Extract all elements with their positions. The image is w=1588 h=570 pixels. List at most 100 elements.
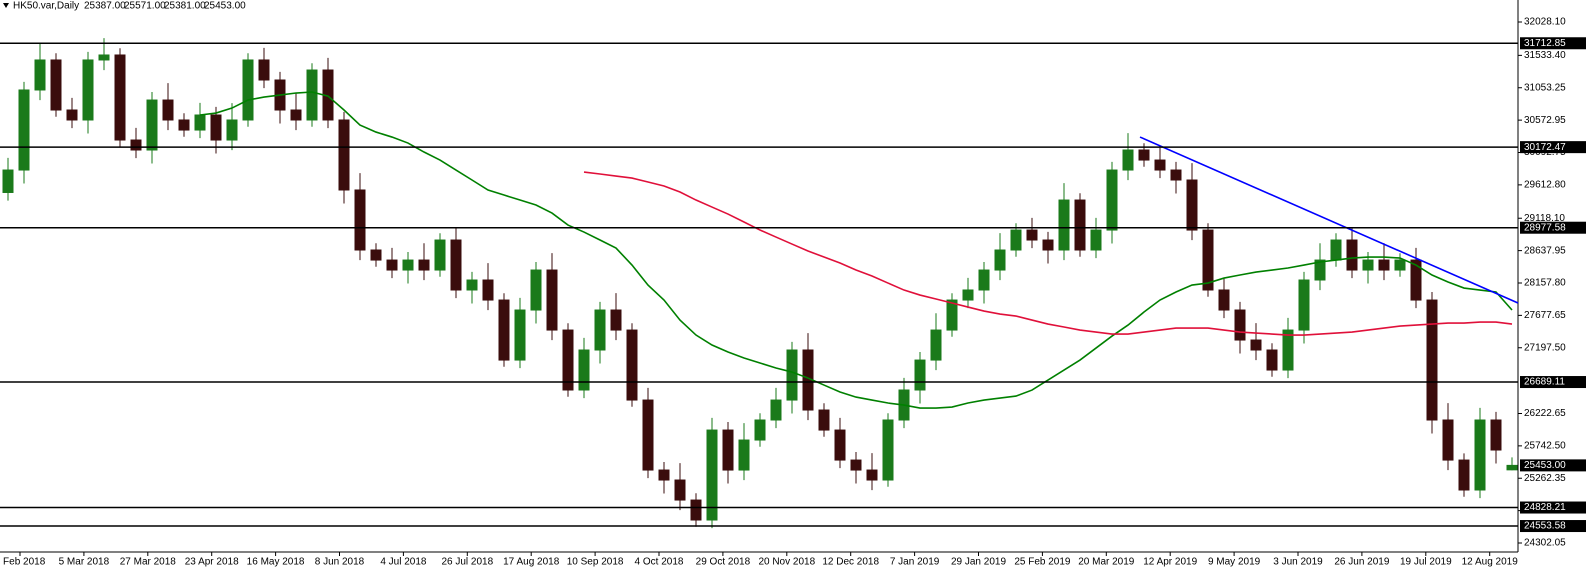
moving-average — [583, 171, 1513, 336]
candle-body — [706, 429, 718, 521]
candle-body — [210, 114, 222, 141]
candle-body — [722, 429, 734, 471]
candle-body — [914, 359, 926, 391]
candle-body — [1298, 279, 1310, 331]
candle-body — [146, 99, 158, 151]
candle-body — [370, 249, 382, 261]
candle-body — [690, 499, 702, 521]
candle-body — [1202, 229, 1214, 291]
candle-body — [18, 89, 30, 171]
level-label-box — [1520, 37, 1586, 50]
candle-body — [450, 239, 462, 291]
candle-body — [1074, 199, 1086, 251]
candle-body — [1378, 259, 1390, 271]
y-tick-label: 26222.65 — [1524, 408, 1566, 419]
moving-average — [199, 91, 1513, 409]
candle-body — [1458, 459, 1470, 491]
y-tick-label: 32028.10 — [1524, 17, 1566, 28]
candle-body — [1234, 309, 1246, 341]
x-tick-label: 4 Oct 2018 — [635, 557, 684, 568]
y-tick-label: 28157.80 — [1524, 278, 1566, 289]
candle-body — [130, 139, 142, 151]
candle-body — [978, 269, 990, 291]
candle-body — [1282, 329, 1294, 371]
x-tick-label: 26 Jun 2019 — [1334, 557, 1389, 568]
candle-body — [1090, 229, 1102, 251]
candle-body — [786, 349, 798, 401]
ohlc-high: 25571.00 — [124, 1, 166, 12]
y-tick-label: 24302.05 — [1524, 538, 1566, 549]
candle-body — [658, 469, 670, 481]
y-tick-label: 30572.95 — [1524, 115, 1566, 126]
candle-body — [466, 279, 478, 291]
candle-body — [1346, 239, 1358, 271]
candle-body — [50, 59, 62, 111]
current-price-label: 25453.00 — [1524, 460, 1566, 471]
candle-body — [66, 109, 78, 121]
x-tick-label: 20 Mar 2019 — [1078, 557, 1135, 568]
y-tick-label: 29612.80 — [1524, 180, 1566, 191]
candle-body — [882, 419, 894, 481]
chart-title: HK50.var,Daily — [13, 1, 79, 12]
candle-body — [1266, 349, 1278, 371]
candle-body — [1490, 419, 1502, 451]
y-tick-label: 27197.50 — [1524, 342, 1566, 353]
level-label: 30172.47 — [1524, 142, 1566, 153]
candle-body — [1442, 419, 1454, 461]
candle-body — [994, 249, 1006, 271]
candle-body — [962, 289, 974, 301]
candle-body — [1474, 419, 1486, 491]
candle-body — [1010, 229, 1022, 251]
level-label-box — [1520, 141, 1586, 154]
candle-body — [866, 469, 878, 481]
y-tick-label: 31053.25 — [1524, 82, 1566, 93]
ohlc-close: 25453.00 — [204, 1, 246, 12]
y-tick-label: 25262.35 — [1524, 473, 1566, 484]
x-tick-label: 20 Nov 2018 — [758, 557, 815, 568]
candle-body — [306, 69, 318, 121]
level-label-box — [1520, 221, 1586, 234]
candle-body — [1106, 169, 1118, 231]
candle-body — [754, 419, 766, 441]
candle-body — [770, 399, 782, 421]
x-tick-label: 12 Dec 2018 — [822, 557, 879, 568]
x-tick-label: 27 Mar 2018 — [120, 557, 177, 568]
candle-body — [386, 259, 398, 271]
candle-body — [1042, 239, 1054, 251]
y-tick-label: 25742.50 — [1524, 441, 1566, 452]
candle-body — [258, 59, 270, 81]
x-tick-label: 10 Sep 2018 — [567, 557, 624, 568]
x-tick-label: 12 Aug 2019 — [1462, 557, 1519, 568]
candle-body — [1394, 259, 1406, 271]
candle-body — [242, 59, 254, 121]
candle-body — [1410, 259, 1422, 301]
candle-body — [98, 54, 110, 61]
level-label: 26689.11 — [1524, 377, 1565, 388]
x-tick-label: 9 May 2019 — [1208, 557, 1261, 568]
x-tick-label: 12 Apr 2019 — [1143, 557, 1197, 568]
candle-body — [818, 409, 830, 431]
candle-body — [1138, 149, 1150, 161]
candle-body — [642, 399, 654, 471]
candle-body — [402, 259, 414, 271]
x-tick-label: 19 Jul 2019 — [1400, 557, 1452, 568]
x-tick-label: 4 Jul 2018 — [380, 557, 427, 568]
candle-body — [1330, 239, 1342, 261]
level-label-box — [1520, 501, 1586, 514]
candle-body — [530, 269, 542, 311]
candle-body — [514, 309, 526, 361]
level-label-box — [1520, 520, 1586, 533]
ohlc-low: 25381.00 — [164, 1, 206, 12]
collapse-icon — [3, 3, 9, 8]
candle-body — [1218, 289, 1230, 311]
x-tick-label: 23 Apr 2018 — [185, 557, 239, 568]
candle-body — [226, 119, 238, 141]
candle-body — [834, 429, 846, 461]
y-tick-label: 29118.10 — [1524, 213, 1565, 224]
candle-body — [1154, 159, 1166, 171]
candle-body — [338, 119, 350, 191]
x-tick-label: 3 Jun 2019 — [1273, 557, 1323, 568]
candle-body — [194, 114, 206, 131]
candle-body — [674, 479, 686, 501]
x-tick-label: 17 Aug 2018 — [503, 557, 560, 568]
